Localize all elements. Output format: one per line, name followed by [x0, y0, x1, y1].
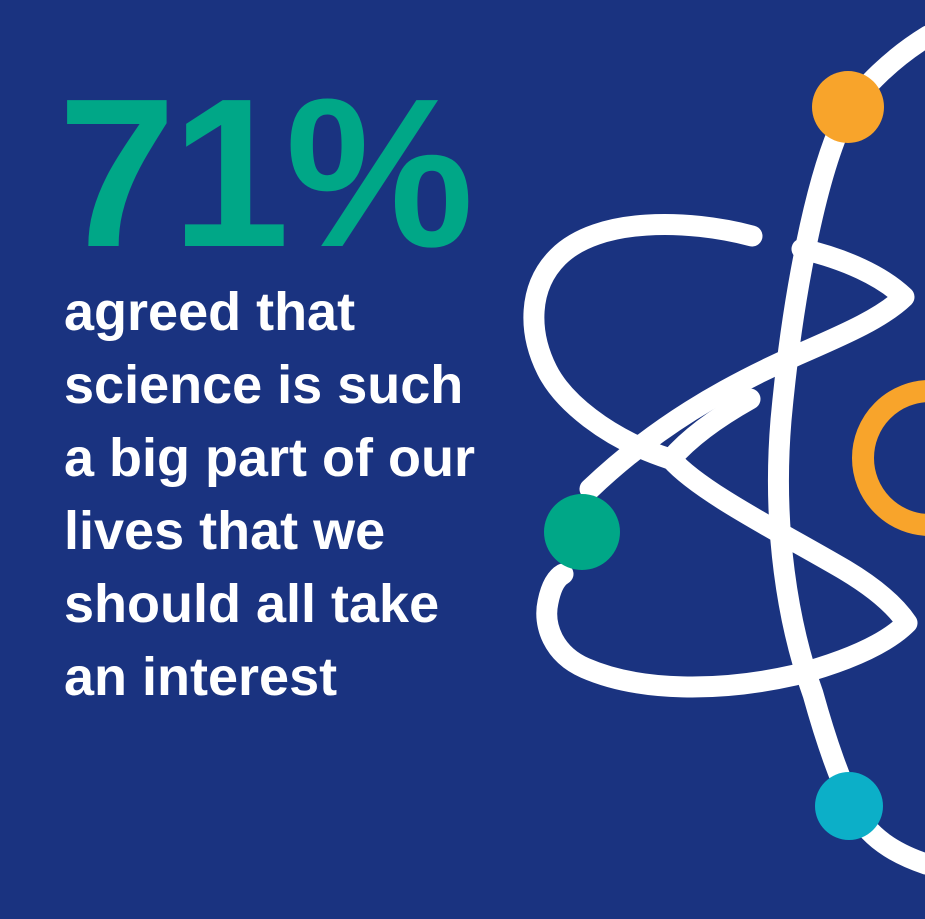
- orbit-path-upper-vertex: [579, 238, 915, 500]
- statement-line: should all take: [64, 574, 440, 634]
- nucleus-ring-icon: [852, 380, 925, 536]
- statement-line: an interest: [64, 647, 338, 707]
- orbit-path-loop: [523, 214, 763, 470]
- orange-electron-icon: [812, 71, 884, 143]
- green-electron-icon: [544, 494, 620, 570]
- orbit-path-lower-vertex: [536, 388, 918, 698]
- orbit-path-steep: [767, 25, 925, 875]
- stat-value: 71%: [58, 54, 474, 291]
- teal-electron-icon: [815, 772, 883, 840]
- statement-line: lives that we: [64, 501, 386, 561]
- statement-line: science is such: [64, 355, 464, 415]
- statement-line: a big part of our: [64, 428, 475, 488]
- statement-text: agreed that science is such a big part o…: [64, 276, 475, 714]
- statement-line: agreed that: [64, 282, 356, 342]
